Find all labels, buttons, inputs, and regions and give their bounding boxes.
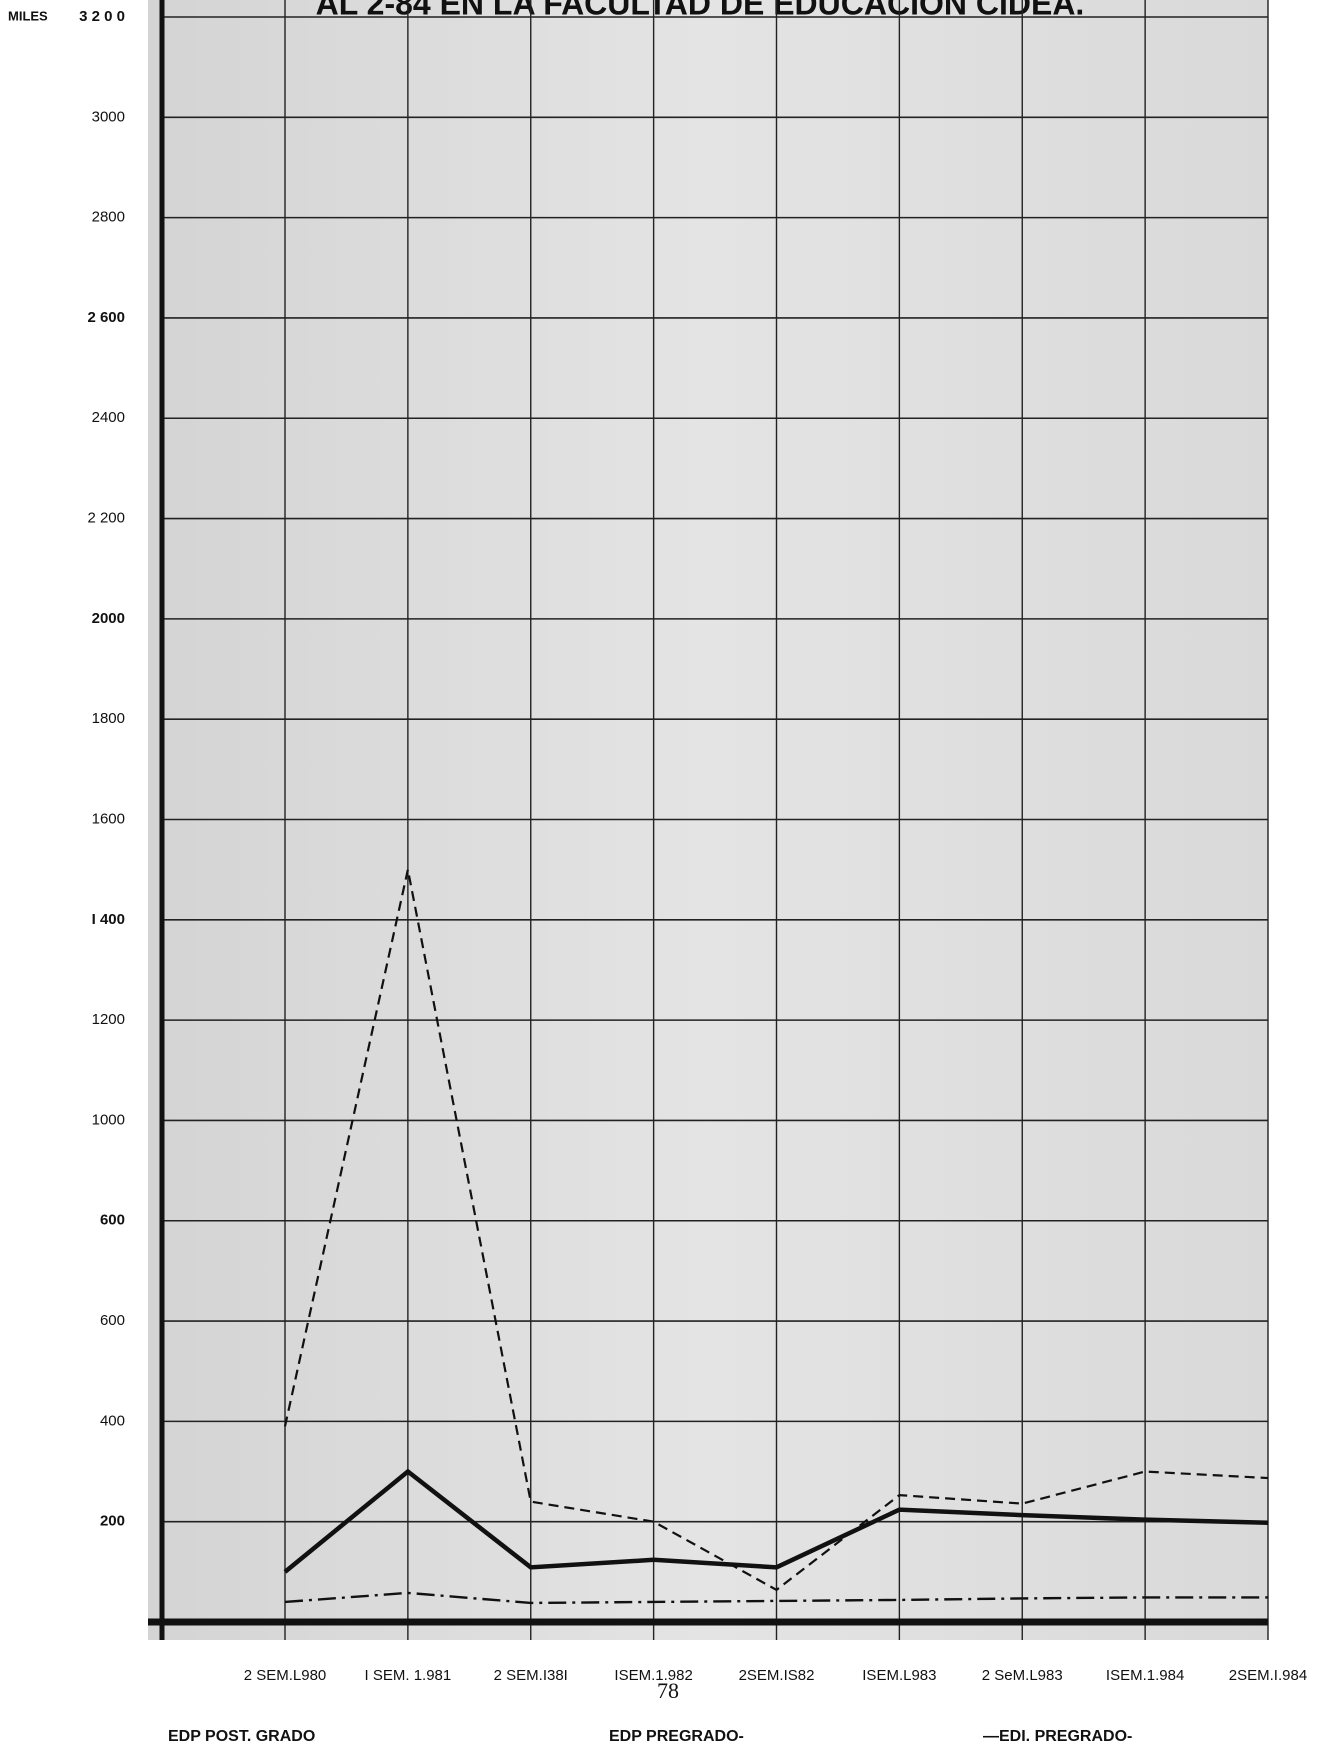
x-tick-label: 2 SEM.I38I — [494, 1667, 568, 1684]
y-tick-label: 1200 — [92, 1011, 125, 1028]
legend-label: EDP POST. GRADO — [168, 1728, 315, 1745]
y-tick-label: 2 200 — [87, 510, 125, 527]
y-tick-label: 600 — [100, 1312, 125, 1329]
x-tick-label: ISEM.L983 — [862, 1667, 936, 1684]
y-tick-label: I 400 — [92, 911, 125, 928]
y-tick-label: 3 2 0 0 — [79, 8, 125, 25]
y-tick-label: 2800 — [92, 209, 125, 226]
y-tick-label: 1800 — [92, 710, 125, 727]
legend-label: EDP PREGRADO- — [609, 1728, 744, 1745]
y-axis-label: MILES — [8, 8, 48, 23]
chart-title: AL 2-84 EN LA FACULTAD DE EDUCACION CIDE… — [316, 0, 1085, 21]
series-line — [283, 869, 1269, 1592]
y-tick-label: 2 600 — [87, 309, 125, 326]
x-tick-label: ISEM.1.982 — [614, 1667, 692, 1684]
x-tick-label: 2 SEM.L980 — [244, 1667, 327, 1684]
y-tick-label: 1000 — [92, 1111, 125, 1128]
x-tick-label: 2 SeM.L983 — [982, 1667, 1063, 1684]
legend-label: —EDI. PREGRADO- — [983, 1728, 1132, 1745]
y-tick-label: 600 — [100, 1212, 125, 1229]
y-tick-label: 3000 — [92, 108, 125, 125]
x-tick-label: ISEM.1.984 — [1106, 1667, 1184, 1684]
y-tick-label: 200 — [100, 1513, 125, 1530]
x-tick-label: 2SEM.IS82 — [739, 1667, 815, 1684]
series-line — [283, 1468, 1269, 1574]
x-tick-label: I SEM. 1.981 — [365, 1667, 452, 1684]
page-number: 78 — [657, 1678, 679, 1703]
y-tick-label: 1600 — [92, 810, 125, 827]
y-tick-label: 400 — [100, 1412, 125, 1429]
y-tick-label: 2000 — [92, 610, 125, 627]
y-tick-label: 2400 — [92, 409, 125, 426]
x-tick-label: 2SEM.I.984 — [1229, 1667, 1307, 1684]
